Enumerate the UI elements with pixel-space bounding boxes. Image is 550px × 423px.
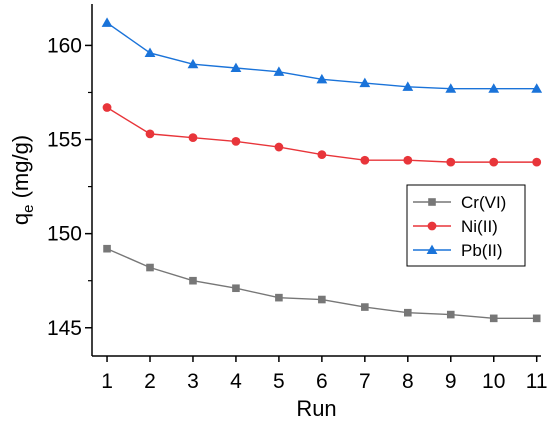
data-point [146,263,154,272]
x-tick-label: 9 [445,370,457,393]
series-1 [102,103,542,167]
data-point [361,303,369,311]
x-tick-label: 10 [482,370,505,393]
data-point [489,314,498,323]
y-tick-label: 155 [47,129,82,152]
data-point [188,133,198,143]
data-point [359,77,371,88]
data-point [145,129,155,139]
data-point [103,244,111,253]
legend-marker [426,244,438,255]
data-point [273,66,285,76]
data-point [445,83,457,93]
x-tick-label: 11 [526,370,548,393]
data-point [532,157,542,167]
data-point [489,157,499,167]
legend: Cr(VI) Ni(II) Pb(II) [406,184,526,267]
x-tick-label: 8 [402,370,414,393]
legend-marker [428,198,436,206]
data-point [318,295,326,304]
data-point [317,150,327,159]
data-point [404,308,412,317]
data-point [488,83,500,93]
legend-label: Cr(VI) [461,193,506,212]
data-point [189,276,197,285]
legend-marker [427,221,437,231]
axes: 1 2 3 4 5 6 7 8 9 10 11 145 150 155 160 [47,4,548,393]
data-point [403,155,413,165]
data-point [144,47,156,57]
data-point [274,142,284,152]
legend-entry: Cr(VI) [413,193,506,212]
series-2 [101,17,543,93]
x-tick-label: 3 [187,370,199,393]
data-point [231,137,241,146]
x-tick-label: 6 [316,370,328,393]
data-point [232,284,240,293]
data-point [316,73,328,84]
data-point [101,17,113,27]
x-tick-label: 7 [359,370,371,393]
series-0 [103,244,541,323]
y-tick-label: 150 [47,223,82,246]
series-layer [101,17,543,323]
legend-label: Pb(II) [461,241,503,260]
data-point [187,58,199,69]
x-tick-label: 5 [273,370,285,393]
y-axis-title-main: q [8,213,33,225]
legend-label: Ni(II) [461,217,498,236]
data-point [531,83,543,93]
y-axis-title-subscript: e [20,205,37,213]
data-point [275,293,283,302]
y-tick-label: 160 [47,34,82,57]
x-tick-label: 1 [101,370,113,393]
x-tick-label: 2 [144,370,156,393]
legend-entry: Pb(II) [413,241,503,260]
data-point [402,81,414,91]
data-point [102,103,112,112]
data-point [532,314,541,323]
legend-entry: Ni(II) [413,217,498,236]
data-point [230,62,242,73]
data-point [360,155,370,165]
y-axis-title-unit: (mg/g) [8,135,33,205]
x-tick-label: 4 [230,370,242,393]
y-tick-label: 145 [47,317,82,340]
data-point [446,310,455,319]
x-axis-title: Run [296,396,336,421]
y-axis-title: qe (mg/g) [8,135,37,225]
data-point [446,157,456,167]
